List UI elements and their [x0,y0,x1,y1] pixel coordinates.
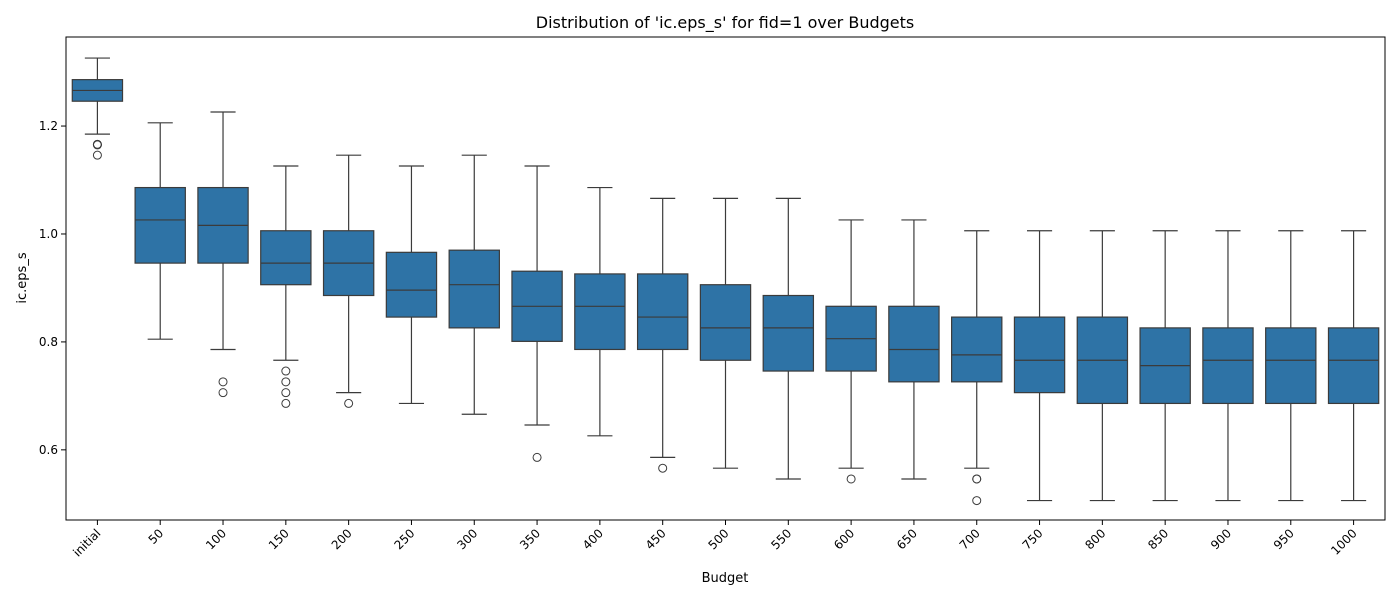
y-tick-label: 0.8 [39,335,58,349]
box-iqr [1265,327,1317,405]
outlier-point [281,398,291,408]
box-group [574,186,626,437]
box-group [1139,230,1191,502]
x-axis-label: Budget [702,571,749,586]
plot-frame [65,36,1386,521]
box-iqr [951,316,1003,383]
box-group [951,230,1003,506]
box-iqr [1202,327,1254,405]
box-group [448,154,500,415]
outlier-point [846,474,856,484]
y-tick-label: 1.0 [39,227,58,241]
box-iqr [888,305,940,383]
box-iqr [385,251,438,318]
outlier-point [532,452,542,462]
box-group [1327,230,1380,502]
outlier-point [218,377,228,387]
y-axis-label: ic.eps_s [15,252,30,303]
box-iqr [134,186,186,264]
box-group [71,57,124,160]
box-group [762,197,815,480]
box-group [888,219,940,480]
outlier-point [92,140,102,150]
box-group [134,122,186,340]
chart-title: Distribution of 'ic.eps_s' for fid=1 ove… [536,13,914,33]
box-group [511,165,563,462]
outlier-point [658,463,668,473]
box-group [699,197,752,469]
outlier-point [92,150,102,160]
y-tick-label: 0.6 [39,443,58,457]
box-group [197,111,249,398]
box-group [1076,230,1129,502]
box-group [322,154,375,408]
y-tick-label: 1.2 [39,119,58,133]
outlier-point [281,366,291,376]
outlier-point [281,377,291,387]
box-group [825,219,877,484]
box-group [1202,230,1254,502]
box-group [1013,230,1066,502]
box-group [636,197,689,473]
box-iqr [636,273,689,351]
outlier-point [972,474,982,484]
outlier-point [218,388,228,398]
box-iqr [1013,316,1066,394]
outlier-point [281,388,291,398]
box-group [260,165,312,408]
outlier-point [344,398,354,408]
outlier-point [972,496,982,506]
box-iqr [1327,327,1380,405]
box-iqr [448,249,500,329]
box-iqr [260,230,312,286]
box-group [385,165,438,405]
box-iqr [574,273,626,351]
box-iqr [699,284,752,361]
box-iqr [762,294,815,372]
box-group [1265,230,1317,502]
